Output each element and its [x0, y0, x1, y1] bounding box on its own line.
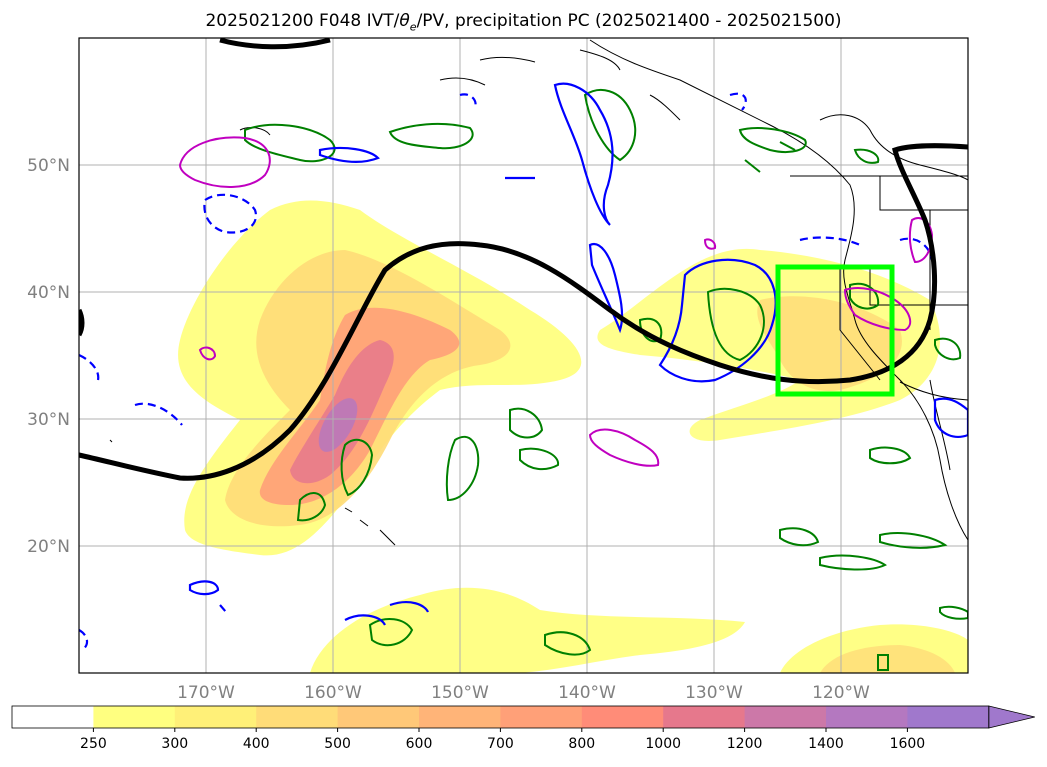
highlight-box	[775, 264, 895, 397]
lat-label-30: 30°N	[27, 410, 70, 430]
colorbar-segment	[500, 706, 583, 728]
map-title: 2025021200 F048 IVT/θe/PV, precipitation…	[205, 11, 842, 34]
ivt-purple-contours	[178, 136, 934, 467]
lon-label-160w: 160°W	[304, 683, 362, 703]
lon-label-150w: 150°W	[431, 683, 489, 703]
theta-e-solid-contours	[188, 82, 968, 626]
colorbar-label: 1200	[727, 736, 763, 752]
lat-labels: 50°N 40°N 30°N 20°N	[27, 156, 70, 557]
pv-contour-north	[219, 38, 331, 50]
colorbar-extend-arrow	[988, 705, 1035, 729]
grid-lines	[79, 38, 968, 673]
colorbar-label: 500	[324, 736, 351, 752]
lon-label-170w: 170°W	[177, 683, 235, 703]
lon-labels: 170°W 160°W 150°W 140°W 130°W 120°W	[177, 683, 870, 703]
colorbar: 250 300 400 500 600 700 800 1000 1200 1400 1600	[11, 705, 1035, 752]
colorbar-segment	[907, 706, 990, 728]
colorbar-label: 250	[80, 736, 107, 752]
lon-label-140w: 140°W	[558, 683, 616, 703]
colorbar-segment	[826, 706, 908, 728]
precip-contours	[244, 89, 968, 671]
colorbar-segment	[93, 706, 176, 728]
colorbar-label: 300	[161, 736, 188, 752]
colorbar-label: 600	[406, 736, 433, 752]
colorbar-label: 400	[243, 736, 270, 752]
coastlines	[109, 39, 968, 546]
colorbar-label: 700	[487, 736, 514, 752]
ivt-shading-south-band	[310, 587, 745, 673]
theta-e-dashed-contours	[79, 92, 934, 651]
colorbar-segment	[12, 706, 94, 728]
lon-label-130w: 130°W	[685, 683, 743, 703]
lat-label-50: 50°N	[27, 156, 70, 176]
colorbar-segment	[337, 706, 420, 728]
colorbar-segment	[174, 706, 257, 728]
colorbar-segment	[256, 706, 339, 728]
colorbar-segment	[419, 706, 501, 728]
pv-contour-main	[79, 143, 968, 481]
map-border	[78, 37, 969, 674]
colorbar-segment	[581, 706, 664, 728]
pv-contour-west	[79, 308, 85, 337]
colorbar-label: 1000	[645, 736, 681, 752]
lat-label-20: 20°N	[27, 537, 70, 557]
colorbar-segment	[663, 706, 746, 728]
ivt-shading-peak	[318, 398, 358, 452]
map-content	[79, 38, 968, 673]
colorbar-label: 800	[568, 736, 595, 752]
lat-label-40: 40°N	[27, 283, 70, 303]
colorbar-segment	[744, 706, 827, 728]
colorbar-label: 1600	[890, 736, 926, 752]
lon-label-120w: 120°W	[812, 683, 870, 703]
colorbar-label: 1400	[808, 736, 844, 752]
